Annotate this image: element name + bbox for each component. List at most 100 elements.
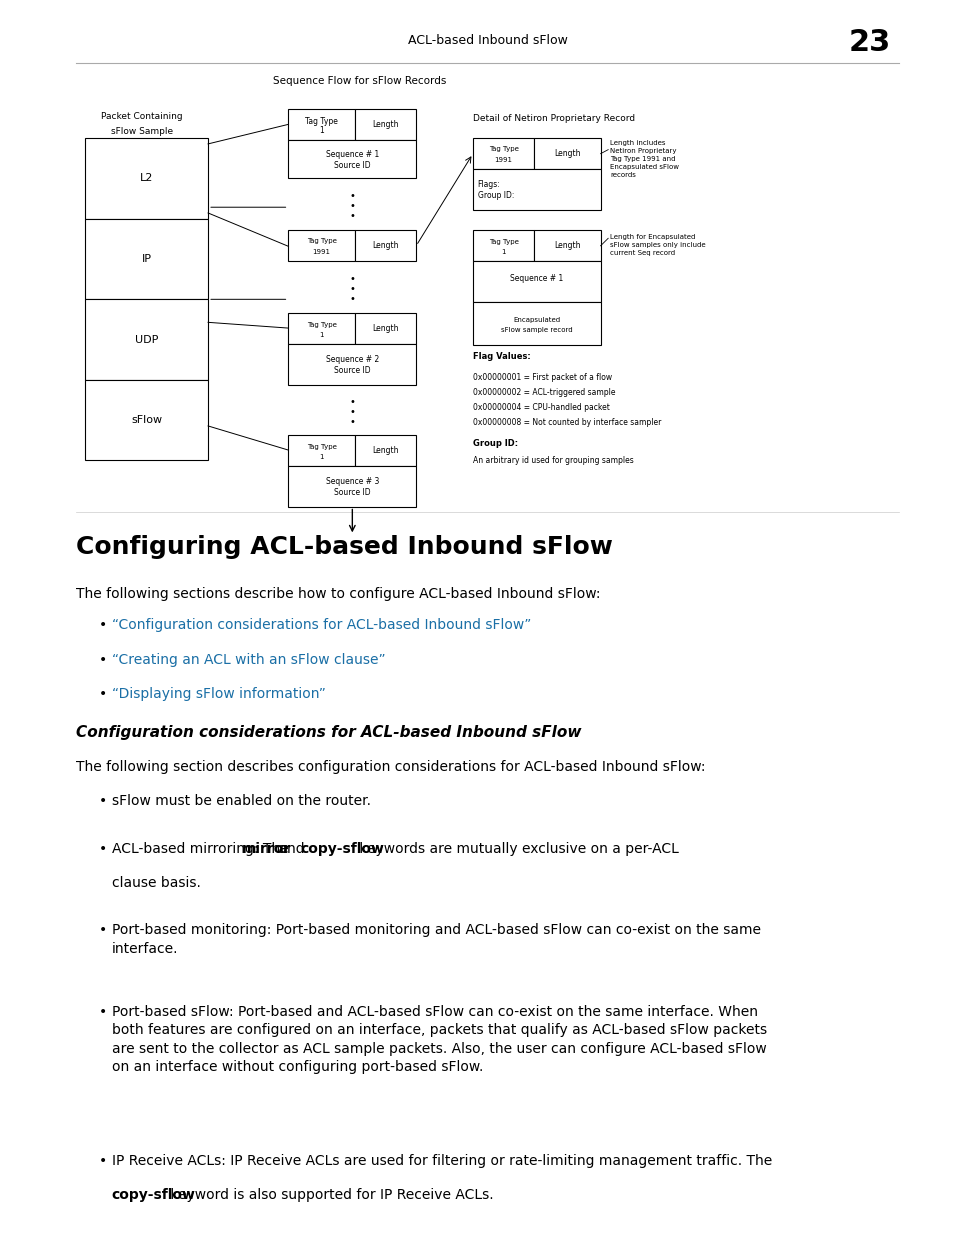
Text: 0x00000008 = Not counted by interface sampler: 0x00000008 = Not counted by interface sa…: [473, 417, 660, 427]
Bar: [288, 314, 355, 345]
Text: Length: Length: [554, 149, 580, 158]
Text: An arbitrary id used for grouping samples: An arbitrary id used for grouping sample…: [473, 456, 633, 464]
Text: Tag Type: Tag Type: [305, 117, 337, 126]
Text: Length includes
Netiron Proprietary
Tag Type 1991 and
Encapsulated sFlow
records: Length includes Netiron Proprietary Tag …: [609, 141, 679, 178]
Text: sFlow must be enabled on the router.: sFlow must be enabled on the router.: [112, 794, 370, 809]
Bar: [288, 435, 355, 467]
Text: Length for Encapsulated
sFlow samples only include
current Seq record: Length for Encapsulated sFlow samples on…: [609, 233, 705, 256]
Bar: [473, 230, 534, 262]
Text: ACL-based mirroring: The: ACL-based mirroring: The: [112, 842, 293, 856]
Text: Tag Type: Tag Type: [488, 240, 518, 245]
Text: •: •: [349, 190, 355, 201]
Text: Port-based sFlow: Port-based and ACL-based sFlow can co-exist on the same interf: Port-based sFlow: Port-based and ACL-bas…: [112, 1005, 766, 1074]
Text: Detail of Netiron Proprietary Record: Detail of Netiron Proprietary Record: [473, 114, 635, 124]
Text: L2: L2: [140, 173, 153, 184]
Text: UDP: UDP: [134, 335, 158, 345]
Text: “Creating an ACL with an sFlow clause”: “Creating an ACL with an sFlow clause”: [112, 653, 385, 667]
Text: keyword is also supported for IP Receive ACLs.: keyword is also supported for IP Receive…: [166, 1188, 493, 1202]
Bar: [355, 314, 416, 345]
Text: and: and: [274, 842, 309, 856]
Text: Encapsulated: Encapsulated: [513, 317, 559, 324]
Text: 1: 1: [501, 249, 505, 254]
Text: Length: Length: [372, 120, 398, 130]
Text: Sequence # 2: Sequence # 2: [325, 356, 378, 364]
Bar: [473, 169, 600, 210]
Text: “Displaying sFlow information”: “Displaying sFlow information”: [112, 687, 325, 701]
Text: 1: 1: [319, 332, 323, 338]
Text: keywords are mutually exclusive on a per-ACL: keywords are mutually exclusive on a per…: [355, 842, 678, 856]
Text: •: •: [349, 417, 355, 427]
Text: Configuration considerations for ACL-based Inbound sFlow: Configuration considerations for ACL-bas…: [75, 725, 580, 740]
Text: •: •: [99, 1005, 108, 1019]
Bar: [355, 110, 416, 141]
Text: Tag Type: Tag Type: [306, 322, 336, 329]
Bar: [534, 138, 600, 169]
Text: •: •: [349, 211, 355, 221]
Text: The following section describes configuration considerations for ACL-based Inbou: The following section describes configur…: [75, 760, 704, 774]
Text: •: •: [99, 842, 108, 856]
Text: Packet Containing: Packet Containing: [101, 112, 183, 121]
Text: IP: IP: [141, 254, 152, 264]
Text: Length: Length: [554, 241, 580, 251]
Text: •: •: [99, 619, 108, 632]
Text: •: •: [99, 687, 108, 701]
Bar: [473, 301, 600, 346]
Text: Sequence Flow for sFlow Records: Sequence Flow for sFlow Records: [273, 77, 446, 86]
Text: copy-sflow: copy-sflow: [112, 1188, 195, 1202]
Text: 0x00000002 = ACL-triggered sample: 0x00000002 = ACL-triggered sample: [473, 388, 615, 396]
Text: Length: Length: [372, 241, 398, 251]
Text: “Configuration considerations for ACL-based Inbound sFlow”: “Configuration considerations for ACL-ba…: [112, 619, 531, 632]
Text: Source ID: Source ID: [334, 161, 371, 169]
Bar: [355, 230, 416, 262]
Text: •: •: [349, 294, 355, 304]
Text: Length: Length: [372, 324, 398, 333]
Text: 1: 1: [319, 454, 323, 459]
Text: 23: 23: [848, 28, 890, 57]
Bar: [288, 141, 416, 178]
Text: 0x00000004 = CPU-handled packet: 0x00000004 = CPU-handled packet: [473, 403, 609, 412]
Text: 1991: 1991: [313, 249, 331, 254]
Text: The following sections describe how to configure ACL-based Inbound sFlow:: The following sections describe how to c…: [75, 587, 599, 601]
Bar: [85, 380, 208, 461]
Bar: [85, 219, 208, 299]
Text: •: •: [349, 274, 355, 284]
Text: •: •: [99, 653, 108, 667]
Bar: [355, 435, 416, 467]
Text: mirror: mirror: [241, 842, 291, 856]
Text: •: •: [349, 396, 355, 406]
Text: Sequence # 3: Sequence # 3: [325, 477, 378, 487]
Text: Flag Values:: Flag Values:: [473, 352, 530, 362]
Bar: [288, 230, 355, 262]
Bar: [288, 467, 416, 506]
Text: Configuring ACL-based Inbound sFlow: Configuring ACL-based Inbound sFlow: [75, 535, 612, 559]
Text: Tag Type: Tag Type: [306, 238, 336, 245]
Text: •: •: [99, 1155, 108, 1168]
Text: Tag Type: Tag Type: [488, 146, 518, 152]
Text: Group ID:: Group ID:: [477, 190, 514, 200]
Text: Tag Type: Tag Type: [306, 443, 336, 450]
Text: Source ID: Source ID: [334, 488, 371, 496]
Text: Sequence # 1: Sequence # 1: [510, 273, 563, 283]
Bar: [85, 138, 208, 219]
Text: 0x00000001 = First packet of a flow: 0x00000001 = First packet of a flow: [473, 373, 612, 382]
Text: 1: 1: [319, 126, 324, 135]
Text: Flags:: Flags:: [477, 180, 500, 189]
Bar: [288, 345, 416, 384]
Text: copy-sflow: copy-sflow: [300, 842, 384, 856]
Bar: [473, 138, 534, 169]
Text: 1991: 1991: [495, 157, 512, 163]
Text: sFlow: sFlow: [131, 415, 162, 425]
Text: sFlow sample record: sFlow sample record: [500, 327, 572, 333]
Bar: [473, 262, 600, 301]
Text: ACL-based Inbound sFlow: ACL-based Inbound sFlow: [407, 33, 567, 47]
Text: •: •: [349, 201, 355, 211]
Text: •: •: [99, 794, 108, 809]
Text: •: •: [349, 284, 355, 294]
Text: clause basis.: clause basis.: [112, 876, 200, 890]
Bar: [288, 110, 355, 141]
Text: Length: Length: [372, 446, 398, 456]
Bar: [85, 299, 208, 380]
Text: Source ID: Source ID: [334, 366, 371, 374]
Text: Sequence # 1: Sequence # 1: [325, 151, 378, 159]
Text: •: •: [349, 408, 355, 417]
